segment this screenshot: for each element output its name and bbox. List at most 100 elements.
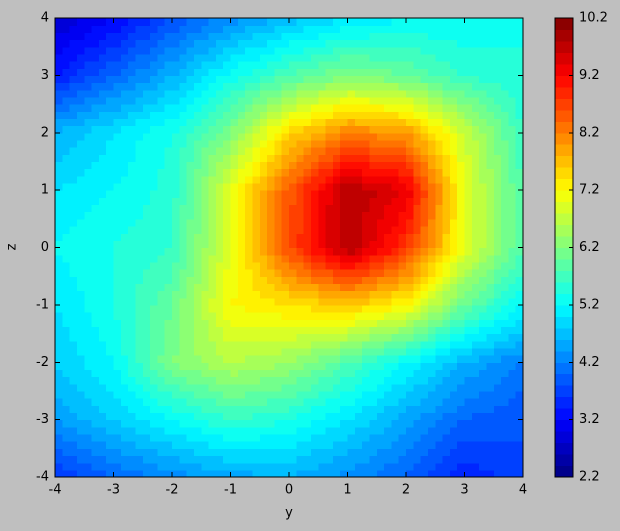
contour-cell	[201, 369, 210, 378]
contour-cell	[186, 469, 195, 478]
contour-cell	[91, 276, 100, 284]
contour-cell	[91, 211, 100, 220]
contour-cell	[515, 462, 524, 471]
contour-cell	[259, 25, 268, 33]
contour-cell	[296, 383, 305, 392]
contour-cell	[296, 362, 305, 371]
contour-cell	[384, 319, 392, 327]
contour-cell	[84, 355, 93, 363]
contour-cell	[427, 276, 436, 284]
contour-cell	[62, 276, 71, 284]
contour-cell	[179, 433, 188, 442]
contour-cell	[172, 75, 180, 84]
contour-cell	[384, 469, 392, 478]
contour-cell	[296, 211, 305, 220]
contour-cell	[237, 326, 246, 335]
contour-cell	[230, 369, 239, 378]
contour-cell	[172, 355, 180, 363]
contour-cell	[435, 290, 444, 299]
contour-cell	[223, 261, 232, 270]
contour-cell	[479, 290, 488, 299]
contour-cell	[347, 190, 356, 198]
contour-cell	[245, 412, 254, 421]
contour-cell	[259, 111, 268, 120]
contour-cell	[84, 147, 93, 155]
contour-cell	[208, 161, 217, 170]
contour-cell	[508, 398, 517, 406]
contour-cell	[413, 125, 422, 134]
contour-cell	[76, 390, 85, 399]
contour-cell	[325, 355, 334, 363]
contour-cell	[310, 68, 319, 76]
contour-cell	[303, 290, 312, 299]
contour-cell	[406, 319, 414, 327]
contour-cell	[340, 118, 349, 127]
contour-cell	[120, 254, 129, 263]
contour-cell	[384, 75, 392, 84]
contour-cell	[150, 82, 158, 91]
contour-cell	[376, 118, 385, 127]
contour-cell	[120, 46, 129, 55]
contour-cell	[515, 161, 524, 170]
contour-cell	[508, 448, 517, 457]
contour-cell	[457, 304, 466, 313]
contour-cell	[508, 362, 517, 371]
contour-cell	[384, 340, 392, 349]
contour-cell	[91, 369, 100, 378]
contour-cell	[442, 240, 451, 249]
contour-cell	[369, 132, 378, 141]
contour-cell	[106, 68, 115, 76]
contour-cell	[157, 75, 166, 84]
contour-cell	[289, 46, 297, 55]
contour-cell	[208, 276, 217, 284]
contour-cell	[479, 218, 488, 227]
contour-cell	[325, 455, 334, 464]
contour-cell	[369, 147, 378, 155]
contour-cell	[252, 254, 261, 263]
contour-cell	[237, 161, 246, 170]
contour-cell	[501, 355, 509, 363]
contour-cell	[486, 68, 495, 76]
contour-cell	[142, 326, 151, 335]
contour-cell	[508, 197, 517, 206]
contour-cell	[435, 297, 444, 306]
contour-cell	[259, 312, 268, 320]
contour-cell	[69, 441, 78, 449]
contour-cell	[413, 412, 422, 421]
contour-cell	[157, 139, 166, 148]
contour-cell	[164, 39, 173, 48]
contour-cell	[164, 347, 173, 356]
contour-cell	[259, 175, 268, 184]
contour-cell	[354, 175, 363, 184]
contour-cell	[376, 304, 385, 313]
contour-cell	[391, 419, 400, 428]
contour-cell	[406, 225, 414, 234]
contour-cell	[493, 462, 502, 471]
contour-cell	[332, 225, 341, 234]
contour-cell	[471, 225, 480, 234]
contour-cell	[296, 405, 305, 414]
contour-cell	[135, 297, 144, 306]
contour-cell	[55, 218, 63, 227]
contour-cell	[303, 125, 312, 134]
contour-cell	[347, 204, 356, 213]
contour-cell	[164, 132, 173, 141]
contour-cell	[120, 276, 129, 284]
contour-cell	[164, 104, 173, 112]
contour-cell	[201, 168, 210, 177]
contour-cell	[493, 161, 502, 170]
colorbar-band	[555, 385, 573, 398]
contour-cell	[515, 32, 524, 41]
contour-cell	[347, 340, 356, 349]
contour-cell	[259, 218, 268, 227]
contour-cell	[508, 333, 517, 342]
contour-cell	[442, 297, 451, 306]
contour-cell	[201, 276, 210, 284]
y-tick-label: -3	[36, 412, 49, 427]
contour-cell	[486, 412, 495, 421]
contour-cell	[55, 376, 63, 385]
contour-cell	[106, 276, 115, 284]
contour-cell	[289, 319, 297, 327]
contour-cell	[91, 362, 100, 371]
